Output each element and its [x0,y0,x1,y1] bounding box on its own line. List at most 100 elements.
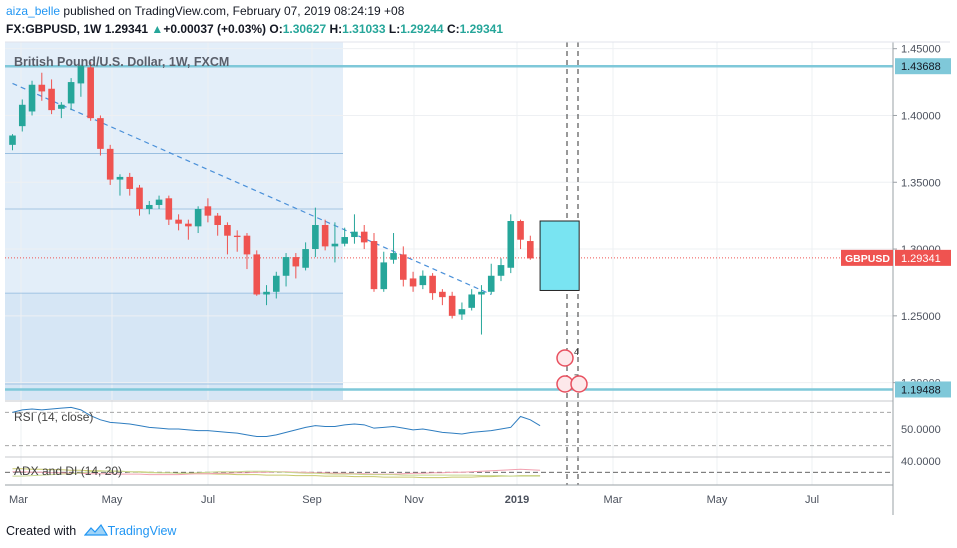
price-change: +0.00037 (+0.03%) [163,22,267,36]
close-value: 1.29341 [459,22,504,36]
candle-body [448,295,456,316]
open-label: O: [269,22,283,36]
candle-body [224,225,231,236]
candle-body [351,231,358,238]
level-price-label: 1.19488 [901,384,941,396]
created-with-text: Created with [6,524,77,538]
low-value: 1.29244 [400,22,444,36]
candle-body [38,84,46,92]
price-tick-label: 1.45000 [901,44,941,56]
candle-body [116,176,124,180]
trend-line [12,82,492,296]
candle-body [360,231,368,243]
candle-body [204,206,212,216]
current-price-label-bg [895,249,951,266]
tradingview-logo-icon[interactable] [83,523,108,537]
candle-body [48,88,55,111]
time-tick-label: Jul [201,494,215,506]
time-tick-label: Mar [604,494,623,506]
level-price-label: 1.43688 [901,61,941,73]
event-count-label: 4 [574,347,579,357]
candle-body [419,275,427,286]
time-tick-label: May [102,494,123,506]
candle-body [106,148,114,180]
candle-body [429,275,436,294]
symbol-tag-bg [841,249,893,266]
candle-body [292,257,300,267]
candle-body [97,118,104,149]
candle-body [185,223,192,227]
time-tick-label: Jul [805,494,819,506]
candle-body [253,254,261,295]
time-tick-label: May [707,494,728,506]
adx-tick-label: 40.0000 [901,456,941,468]
candle-body [165,198,173,220]
ohlc-header: FX:GBPUSD, 1W 1.29341 ▲+0.00037 (+0.03%)… [6,22,503,36]
published-text: published on TradingView.com, February 0… [63,4,405,18]
close-label: C: [446,22,460,36]
rsi-tick-label: 50.0000 [901,424,941,436]
time-tick-label: 2019 [505,494,529,506]
candle-body [380,262,388,290]
candle-body [527,241,534,259]
candle-body [302,249,309,268]
candle-body [9,135,16,145]
adx-title: ADX and DI (14, 20) [14,464,122,478]
candle-body [458,309,466,315]
candle-body [468,294,475,308]
candle-body [507,221,515,268]
symbol-tag: GBPUSD [845,253,890,265]
candle-body [28,84,36,112]
candle-body [370,241,378,290]
candle-body [67,82,75,104]
candle-body [263,291,270,295]
us-flag-event-icon [556,349,574,367]
candle-body [331,243,339,247]
low-label: L: [388,22,401,36]
candle-body [155,199,163,205]
candle-body [487,275,495,292]
change-arrow-icon: ▲ [151,22,164,36]
chart-title: British Pound/U.S. Dollar, 1W, FXCM [14,55,229,69]
level-price-label-bg [895,58,951,75]
candle-body [439,291,446,298]
price-tick-label: 1.25000 [901,311,941,323]
rsi-title: RSI (14, close) [14,410,93,424]
price-chart[interactable]: 47 RSI (14, close) ADX and DI (14, 20) B… [0,0,957,515]
symbol-label: FX:GBPUSD, 1W [6,22,102,36]
price-tick-label: 1.35000 [901,177,941,189]
current-price-label: 1.29341 [901,253,941,265]
candle-body [126,176,134,189]
level-price-label-bg [895,381,951,398]
rsi-line [12,406,541,437]
candle-body [233,235,241,238]
time-tick-label: Sep [302,494,322,506]
publish-info: aiza_belle published on TradingView.com,… [6,4,404,18]
candle-body [497,265,505,276]
candle-body [409,278,417,287]
candle-body [400,254,407,280]
candle-body [321,225,329,247]
candle-body [175,219,182,224]
time-tick-label: Nov [404,494,424,506]
tradingview-brand-link[interactable]: TradingView [107,524,177,538]
candle-body [136,187,143,209]
candle-body [77,66,85,84]
author-link[interactable]: aiza_belle [6,4,61,18]
time-tick-label: Mar [9,494,28,506]
footer: Created with TradingView [6,523,176,538]
candle-body [194,208,202,227]
candle-body [145,204,153,209]
last-price: 1.29341 [104,22,149,36]
candle-body [58,104,65,109]
candle-body [18,104,26,127]
candle-body [282,257,290,276]
candle-body [272,275,280,292]
candle-body [517,221,524,240]
candle-body [341,237,348,244]
high-value: 1.31033 [342,22,386,36]
candle-body [312,225,319,250]
open-value: 1.30627 [282,22,327,36]
candle-body [243,235,251,255]
candle-body [390,253,397,260]
